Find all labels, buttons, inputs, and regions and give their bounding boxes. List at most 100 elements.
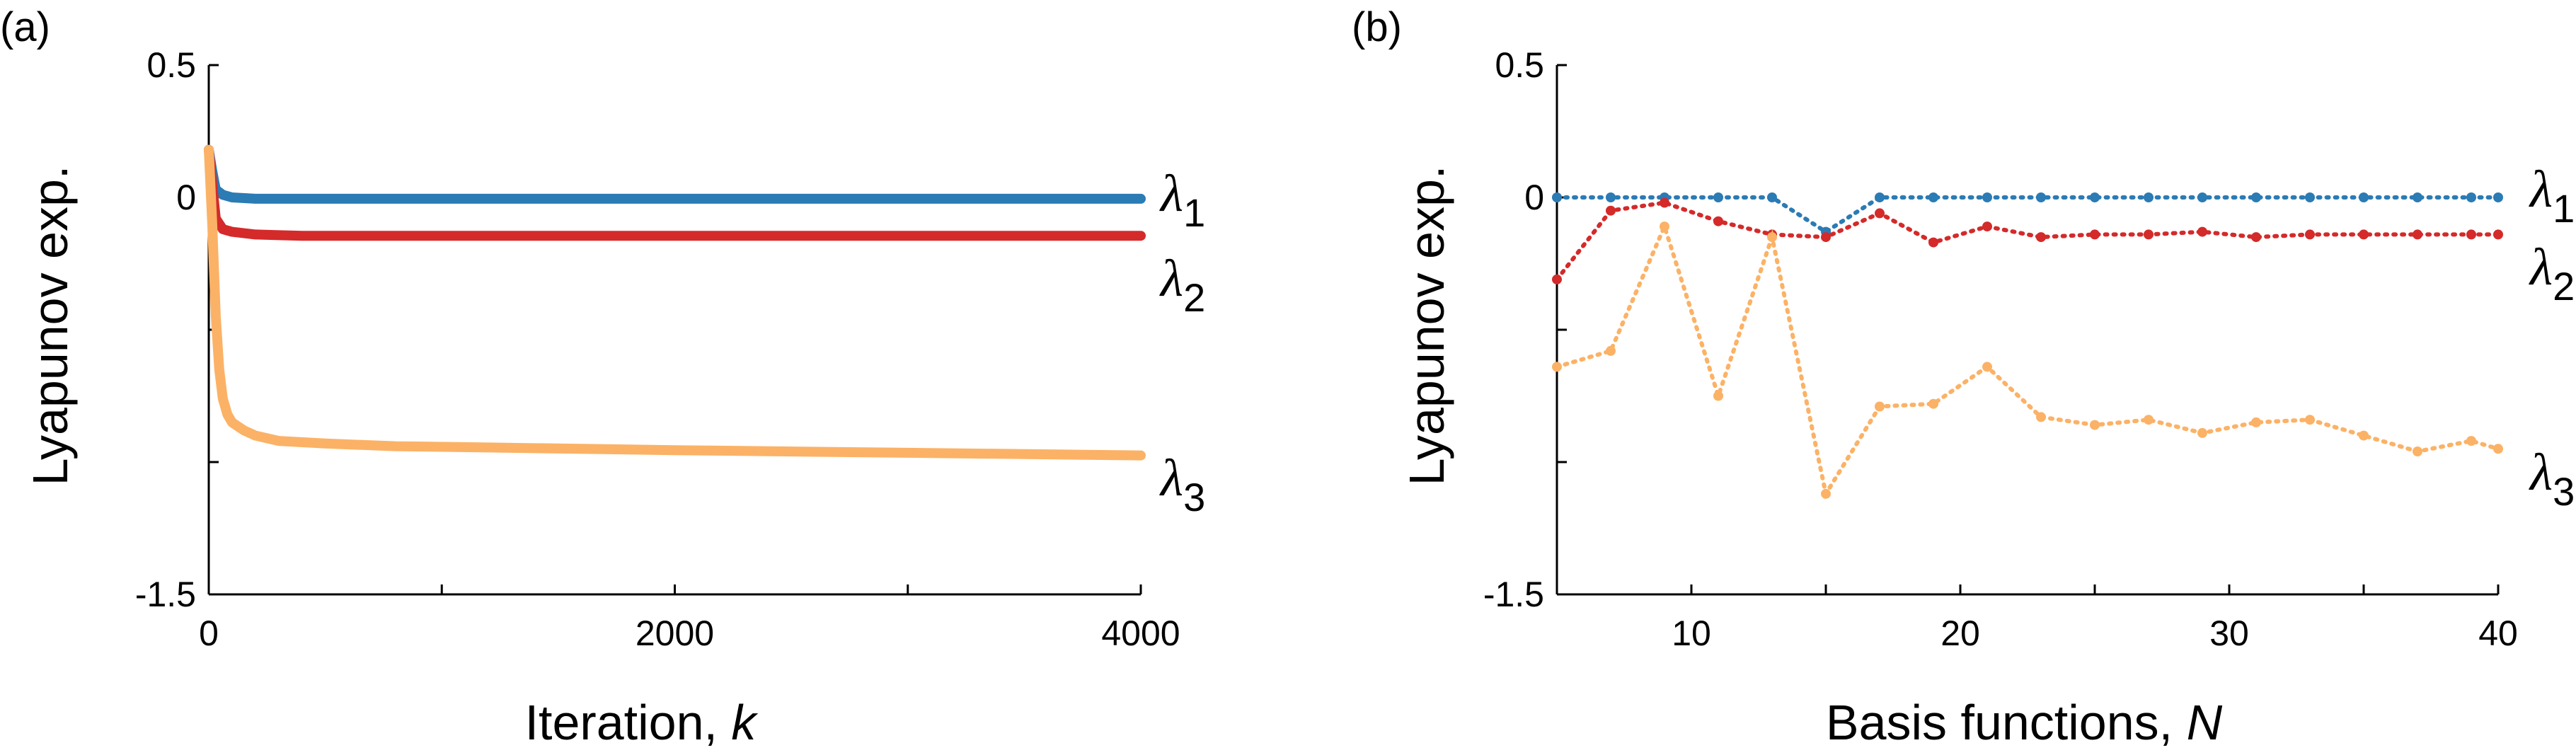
panel-a-lambda2-sub: 2 [1183,275,1205,320]
panel-a-lambda3-sub: 3 [1183,475,1205,519]
panel-b-y-tick-label: 0.5 [1495,45,1544,85]
panel-b-series-lambda3-point [1767,232,1777,243]
panel-b-series-lambda1-point [2466,192,2476,202]
panel-b-series-lambda3-point [2036,412,2046,422]
panel-b-lambda1-label: λ1 [2529,161,2575,231]
panel-b-series-lambda1-point [2493,192,2503,202]
panel-b-x-tick-label: 10 [1672,613,1711,653]
panel-b-series-lambda2-point [1660,197,1669,208]
panel-b-x-tick-label: 20 [1940,613,1980,653]
panel-b-series-lambda1-point [2305,192,2315,202]
panel-b-series-lambda1-point [1875,192,1885,202]
panel-b-series-lambda1-point [1552,192,1562,202]
panel-a-xlabel: Iteration, k [525,695,759,750]
panel-b-series-lambda3-line [1555,220,2500,500]
panel-a-lambda2-label: λ2 [1159,250,1205,320]
panel-b-ylabel: Lyapunov exp. [1399,166,1454,486]
panel-a-lambda1-label: λ1 [1159,165,1205,235]
panel-b-series-lambda3-point [1713,391,1723,401]
panel-b-lambda2-label: λ2 [2529,238,2575,309]
panel-b-series-lambda1-point [1982,192,1992,202]
panel-b-lambda2-sym: λ [2529,238,2553,296]
panel-a-series-lambda2-line [204,144,1146,241]
panel-b-series-lambda3-point [2144,415,2154,425]
panel-b-series-lambda1-point [2413,192,2422,202]
panel-b-lambda3-sym: λ [2529,444,2553,502]
panel-b-series-lambda1-point [2036,192,2046,202]
panel-b-series-lambda2-point [1821,232,1831,243]
panel-a-series-lambda3-line [204,144,1146,461]
panel-b-series-lambda2-point [1928,237,1938,248]
panel-b-series-lambda2-line [1555,200,2500,282]
panel-a-series-lambda1-line [204,144,1146,204]
panel-a-lambda1-sub: 1 [1183,190,1205,235]
panel-b-series-lambda3-point [1875,401,1885,412]
panel-b-xlabel: Basis functions, N [1826,695,2223,750]
panel-a-y-tick-label: 0 [176,178,196,217]
panel-b-series-lambda1-point [1928,192,1938,202]
panel-a-lambda2-sym: λ [1159,250,1183,308]
panel-b-series-lambda3-point [2305,415,2315,425]
panel-b-series-lambda3-point [2090,420,2100,430]
panel-a-lambda3-sym: λ [1159,449,1183,507]
panel-a-y-tick-label: 0.5 [146,45,196,85]
panel-b-series-lambda3-point [1821,488,1831,499]
panel-a-lambda3-label: λ3 [1159,449,1205,519]
panel-a-xlabel-text: Iteration, [525,695,732,750]
panel-b-series-lambda1-point [2144,192,2154,202]
panel-b-xlabel-text: Basis functions, [1826,695,2187,750]
panel-a-ylabel: Lyapunov exp. [23,166,78,486]
panel-b-label: (b) [1352,4,1402,50]
panel-b-series-lambda3-point [2493,444,2503,454]
panel-b-series-lambda2-point [2036,232,2046,243]
panel-b-series-lambda2-point [1552,274,1562,284]
panel-b-series-lambda1-point [2359,192,2369,202]
panel-a-label: (a) [0,4,50,50]
panel-b-series-lambda3-point [1928,398,1938,409]
panel-b-series-lambda2-point [2359,229,2369,240]
panel-b-series-lambda3-point [2413,446,2422,456]
panel-b-series-lambda3-point [1552,362,1562,372]
panel-b-x-tick-label: 30 [2209,613,2249,653]
panel-b-series-lambda2-point [1982,221,1992,232]
panel-b-y-tick-label: -1.5 [1483,575,1544,614]
panel-b-series-lambda1-point [2251,192,2261,202]
panel-b-series-lambda1-point [2090,192,2100,202]
panel-b-y-tick-label: 0 [1524,178,1544,217]
panel-a-x-tick-label: 4000 [1101,613,1180,653]
panel-b-series-lambda2-point [2493,229,2503,240]
panel-a-x-tick-label: 0 [199,613,219,653]
panel-b-series-lambda2-point [2197,226,2207,237]
panel-b-xlabel-var: N [2187,695,2223,750]
panel-b-series-lambda3-point [2359,430,2369,441]
panel-b-series-lambda3-point [2466,436,2476,446]
panel-b-series-lambda3-point [2197,427,2207,438]
panel-b-lambda1-sub: 1 [2553,186,2575,231]
panel-b-series-lambda2-point [1875,208,1885,219]
panel-b-series-lambda3-point [1606,345,1616,356]
panel-b-series-lambda2-point [1713,216,1723,226]
panel-b-series-lambda2-point [2144,229,2154,240]
panel-a-lambda1-sym: λ [1159,165,1183,223]
panel-b-series-lambda2-point [2251,232,2261,243]
panel-b-series-lambda2-point [2413,229,2422,240]
panel-b-series-lambda1-point [2197,192,2207,202]
panel-b-series-lambda1-point [1767,192,1777,202]
panel-b-series-lambda3-point [1660,221,1669,232]
panel-b-series-lambda2-point [2090,229,2100,240]
panel-b-series-lambda1-point [1713,192,1723,202]
panel-b-series-lambda1-point [1606,192,1616,202]
panel-b-lambda2-sub: 2 [2553,264,2575,309]
panel-b-lambda3-sub: 3 [2553,469,2575,514]
panel-a-xlabel-var: k [731,695,758,750]
panel-b-series-lambda3-point [2251,417,2261,427]
panel-b-lambda1-sym: λ [2529,161,2553,219]
panel-b-series-lambda2-point [2466,229,2476,240]
panel-b-lambda3-label: λ3 [2529,444,2575,514]
panel-b-series-lambda2-point [2305,229,2315,240]
panel-a-x-tick-label: 2000 [636,613,714,653]
panel-b-series-lambda2-point [1606,205,1616,216]
panel-a-y-tick-label: -1.5 [135,575,196,614]
